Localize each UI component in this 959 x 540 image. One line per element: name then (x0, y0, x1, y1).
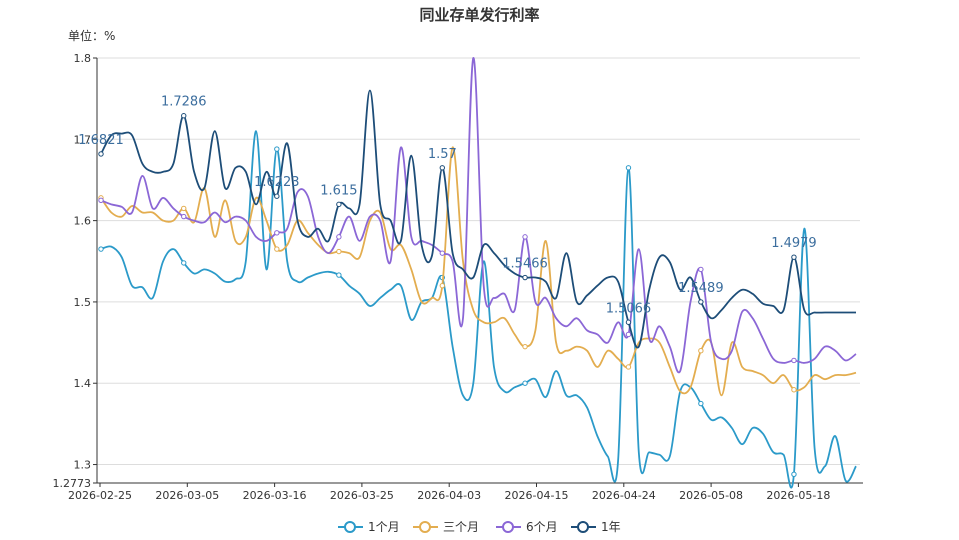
unit-label: 单位：% (68, 29, 116, 43)
y-tick-label: 1.2773 (53, 477, 92, 490)
x-tick-label: 2026-03-05 (155, 489, 219, 502)
data-point-1 (181, 205, 187, 212)
data-point-2 (98, 197, 104, 203)
data-point-1 (522, 343, 528, 350)
x-tick-label: 2026-05-08 (679, 489, 743, 502)
y-tick-label: 1.7 (74, 133, 92, 146)
x-tick-label: 2026-04-24 (592, 489, 656, 502)
data-point-3 (439, 165, 446, 171)
data-point-1 (439, 282, 446, 289)
data-point-0 (625, 165, 632, 171)
data-point-0 (336, 272, 342, 278)
y-tick-label: 1.3 (74, 459, 92, 472)
data-point-1 (625, 364, 632, 370)
data-point-0 (98, 246, 104, 252)
y-tick-label: 1.6 (74, 215, 92, 228)
data-point-3 (181, 113, 187, 119)
series-group (98, 57, 857, 489)
data-point-3 (98, 151, 104, 157)
legend-label: 三个月 (443, 520, 479, 534)
data-label: 1.6223 (254, 175, 300, 190)
data-point-0 (274, 146, 280, 152)
annotations: 1.6821 1.7286 1.6223 1.615 1.57 1.5466 1.5066 1… (78, 95, 816, 317)
data-label: 1.6821 (78, 133, 124, 148)
data-point-0 (698, 400, 704, 407)
data-point-1 (791, 387, 797, 393)
data-point-3 (274, 193, 280, 199)
data-point-2 (439, 250, 446, 256)
data-label: 1.615 (320, 183, 357, 198)
legend-label: 1年 (601, 520, 621, 534)
legend[interactable]: 1个月 三个月 6个月 1年 (338, 520, 621, 534)
data-point-2 (791, 357, 797, 364)
grid-lines (97, 57, 860, 466)
data-label: 1.5489 (678, 281, 724, 296)
data-point-2 (698, 266, 704, 273)
legend-swatch-marker (419, 521, 431, 533)
series-line-1 (100, 146, 857, 397)
legend-label: 6个月 (526, 520, 558, 534)
data-point-0 (181, 260, 187, 266)
legend-label: 1个月 (368, 520, 400, 534)
data-point-3 (791, 254, 797, 260)
x-tick-label: 2026-04-03 (417, 489, 481, 502)
x-tick-label: 2026-03-25 (330, 489, 394, 502)
data-label: 1.57 (428, 147, 457, 162)
data-point-2 (181, 213, 187, 220)
data-point-3 (625, 319, 632, 325)
data-point-1 (698, 348, 704, 354)
data-point-0 (522, 380, 528, 386)
data-point-3 (522, 274, 528, 281)
data-point-3 (336, 201, 342, 208)
data-point-2 (625, 331, 632, 338)
data-point-2 (522, 234, 528, 240)
data-point-1 (336, 248, 342, 255)
data-point-0 (791, 471, 797, 477)
x-tick-label: 2026-02-25 (68, 489, 132, 502)
series-line-2 (100, 57, 857, 374)
chart-title: 同业存单发行利率 (419, 6, 540, 24)
data-label: 1.5466 (502, 257, 548, 272)
data-point-1 (274, 246, 280, 252)
data-label: 1.5066 (606, 301, 652, 316)
data-label: 1.7286 (161, 95, 207, 110)
x-tick-label: 2026-04-15 (505, 489, 569, 502)
legend-swatch-marker (577, 521, 589, 533)
series-line-3 (100, 89, 857, 349)
data-point-2 (274, 230, 280, 236)
y-tick-label: 1.5 (74, 296, 92, 309)
series-line-0 (100, 130, 857, 489)
data-point-2 (336, 234, 342, 240)
data-label: 1.4979 (771, 236, 817, 251)
x-tick-label: 2026-05-18 (766, 489, 830, 502)
legend-swatch-marker (502, 521, 514, 533)
legend-swatch-marker (344, 521, 356, 533)
x-tick-label: 2026-03-16 (243, 489, 307, 502)
y-tick-label: 1.4 (74, 377, 92, 390)
data-point-3 (698, 299, 704, 305)
y-tick-label: 1.8 (74, 52, 92, 65)
